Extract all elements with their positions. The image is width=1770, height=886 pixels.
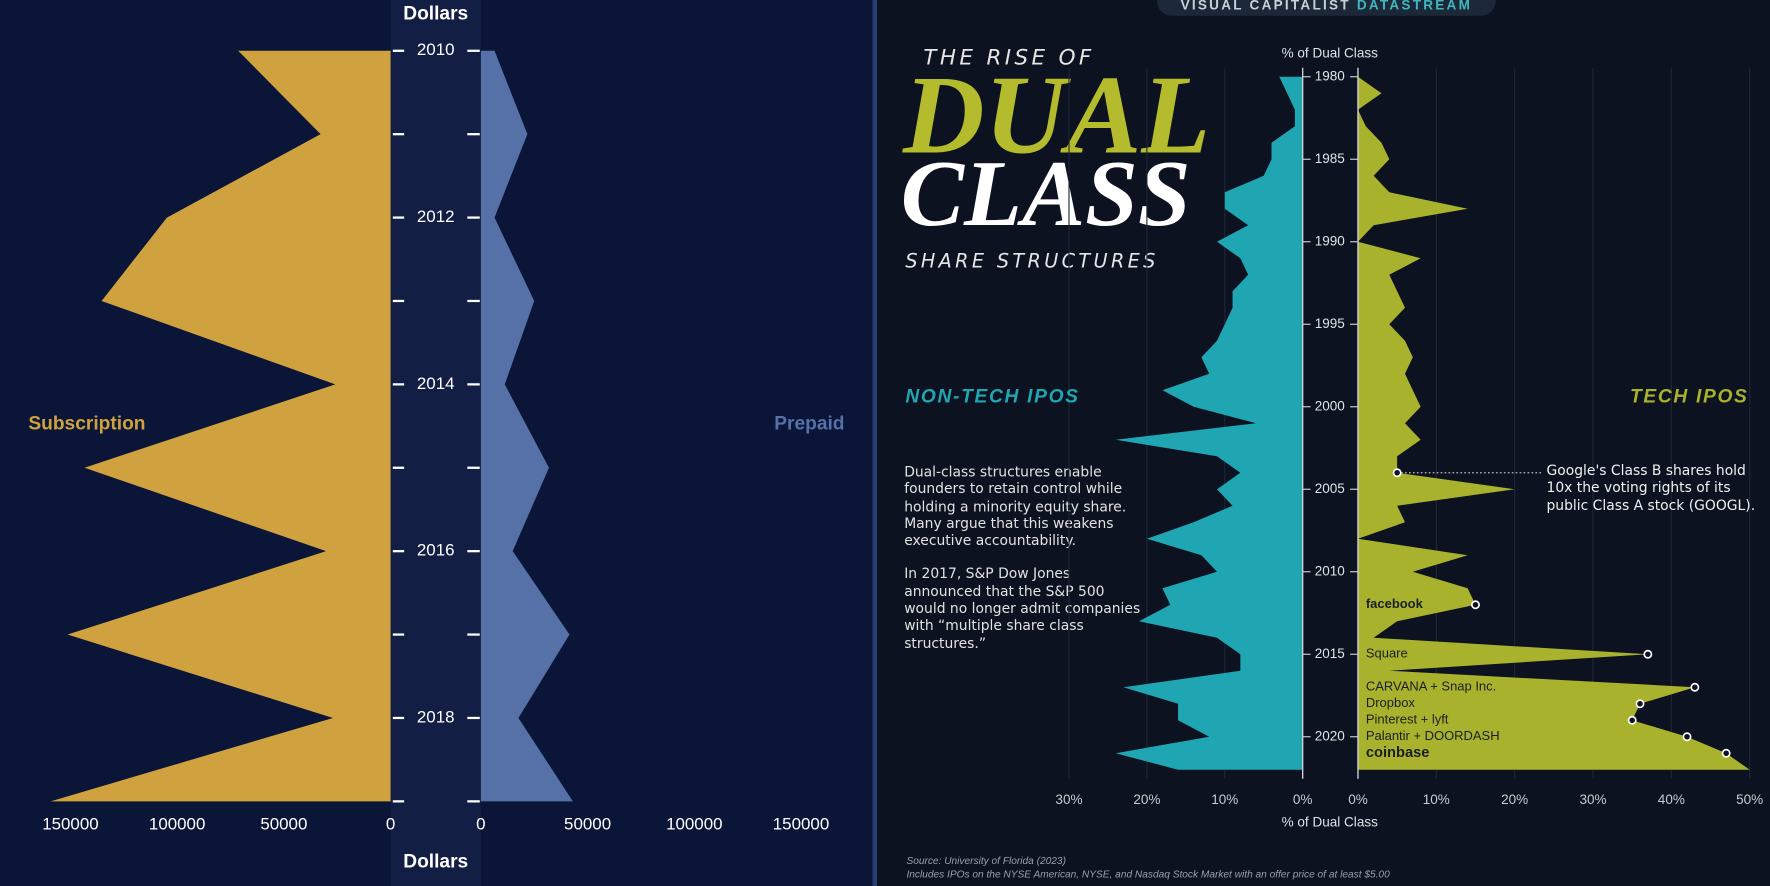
- source-note: Includes IPOs on the NYSE American, NYSE…: [906, 869, 1390, 880]
- area: [50, 50, 391, 802]
- company-label: coinbase: [1366, 745, 1430, 761]
- y-tick-label: 1990: [1315, 233, 1345, 248]
- title-line: THE RISE OF: [923, 46, 1094, 71]
- header-pill: [1157, 0, 1496, 16]
- y-tick-label: 2010: [1315, 563, 1345, 578]
- marker: [1690, 682, 1700, 692]
- x-tick-label: 20%: [1501, 792, 1528, 807]
- title-main: DUAL: [902, 52, 1210, 177]
- y-tick-label: 2018: [417, 707, 455, 726]
- title-main: CLASS: [901, 141, 1191, 246]
- x-tick-label: 40%: [1658, 792, 1685, 807]
- description-paragraph: Dual-class structures enable founders to…: [904, 463, 1127, 549]
- x-tick-label: 100000: [666, 815, 722, 834]
- annotation: Google's Class B shares hold 10x the vot…: [1546, 462, 1756, 514]
- area: [1115, 76, 1303, 770]
- x-tick-label: 30%: [1579, 792, 1606, 807]
- marker: [1643, 649, 1653, 659]
- annotation-text: Google's Class B shares hold 10x the vot…: [1546, 462, 1756, 514]
- company-label: Palantir + DOORDASH: [1366, 728, 1500, 743]
- series-label: TECH IPOS: [1630, 386, 1749, 407]
- marker: [1682, 732, 1692, 742]
- x-tick-label: 50%: [1736, 792, 1763, 807]
- x-tick-label: 0: [386, 815, 395, 834]
- source: Source: University of Florida (2023): [906, 856, 1066, 867]
- axis-title: % of Dual Class: [1282, 46, 1378, 61]
- marker: [1392, 468, 1402, 478]
- area: [480, 50, 573, 802]
- y-tick-label: 1995: [1315, 316, 1345, 331]
- title-line: SHARE STRUCTURES: [905, 249, 1158, 272]
- y-tick-label: 2015: [1315, 646, 1345, 661]
- x-tick-label: 0: [476, 815, 485, 834]
- y-tick-label: 2014: [417, 374, 455, 393]
- x-tick-label: 10%: [1211, 792, 1238, 807]
- axis-title: % of Dual Class: [1282, 814, 1378, 829]
- description-body: Dual-class structures enable founders to…: [904, 464, 1141, 652]
- company-label: CARVANA + Snap Inc.: [1366, 679, 1496, 694]
- axis-title: Dollars: [403, 851, 468, 872]
- x-tick-label: 50000: [564, 815, 611, 834]
- area: [1357, 76, 1750, 770]
- x-tick-label: 20%: [1133, 792, 1160, 807]
- y-tick-label: 1980: [1315, 68, 1345, 83]
- marker: [1627, 715, 1637, 725]
- header-product: DATASTREAM: [1357, 0, 1472, 12]
- series-label: Prepaid: [774, 413, 844, 434]
- y-tick-label: 2020: [1315, 728, 1345, 743]
- y-tick-label: 1985: [1315, 151, 1345, 166]
- description: Dual-class structures enable founders to…: [904, 464, 1141, 652]
- description-paragraph: In 2017, S&P Dow Jones announced that th…: [904, 566, 1141, 651]
- x-tick-label: 50000: [260, 815, 307, 834]
- y-tick-label: 2000: [1315, 398, 1345, 413]
- y-tick-label: 2012: [417, 207, 455, 226]
- divider: [872, 0, 878, 886]
- header-brand: VISUAL CAPITALIST: [1181, 0, 1351, 12]
- header: VISUAL CAPITALIST DATASTREAM: [1181, 0, 1473, 12]
- x-tick-label: 150000: [42, 815, 98, 834]
- y-tick-label: 2016: [417, 541, 455, 560]
- marker: [1635, 699, 1645, 709]
- x-tick-label: 0%: [1348, 792, 1368, 807]
- x-tick-label: 0%: [1293, 792, 1313, 807]
- series-label: Subscription: [28, 413, 145, 434]
- axis-title: Dollars: [403, 4, 468, 25]
- x-tick-label: 30%: [1055, 792, 1082, 807]
- center-band: [390, 0, 481, 886]
- marker: [1471, 600, 1480, 610]
- company-label: Dropbox: [1366, 695, 1416, 710]
- series-label: NON-TECH IPOS: [905, 386, 1079, 407]
- marker: [1721, 748, 1731, 758]
- x-tick-label: 10%: [1423, 792, 1450, 807]
- x-tick-label: 150000: [773, 815, 829, 834]
- y-tick-label: 2005: [1315, 481, 1345, 496]
- x-tick-label: 100000: [149, 815, 205, 834]
- company-label: Pinterest + lyft: [1366, 712, 1449, 727]
- y-tick-label: 2010: [417, 40, 455, 59]
- company-label: facebook: [1366, 596, 1424, 611]
- company-label: Square: [1366, 646, 1408, 661]
